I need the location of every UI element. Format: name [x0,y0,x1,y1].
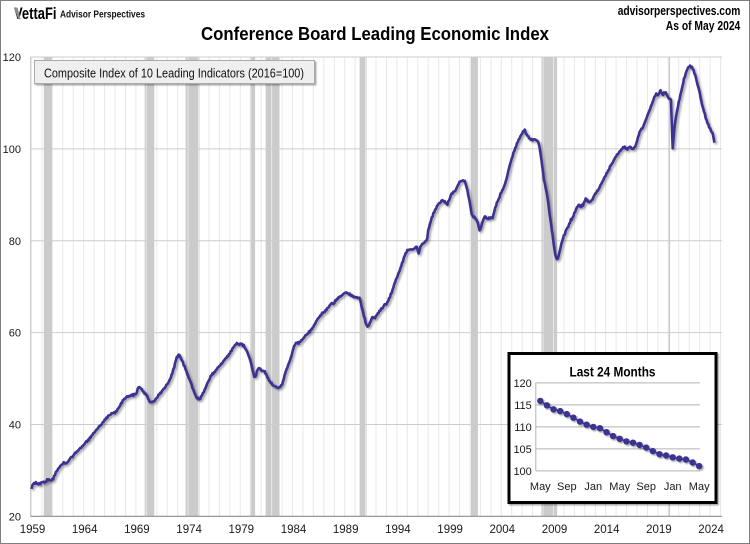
svg-text:60: 60 [9,328,21,340]
svg-text:120: 120 [513,378,531,390]
svg-text:Sep: Sep [557,481,577,493]
svg-text:1989: 1989 [333,524,359,536]
svg-text:1984: 1984 [281,524,307,536]
svg-text:As of May 2024: As of May 2024 [666,19,741,33]
svg-text:2004: 2004 [490,524,516,536]
svg-text:1964: 1964 [72,524,98,536]
svg-text:100: 100 [513,466,531,478]
svg-text:May: May [609,481,630,493]
svg-text:1974: 1974 [176,524,202,536]
svg-text:1969: 1969 [124,524,150,536]
svg-text:1994: 1994 [385,524,411,536]
svg-text:VettaFi: VettaFi [14,5,57,23]
svg-text:Sep: Sep [636,481,656,493]
svg-text:Last 24 Months: Last 24 Months [570,364,656,380]
svg-text:1959: 1959 [20,524,46,536]
svg-text:1999: 1999 [437,524,463,536]
svg-text:100: 100 [3,144,21,156]
svg-text:20: 20 [9,511,21,523]
svg-text:40: 40 [9,420,21,432]
svg-text:120: 120 [3,52,21,64]
svg-text:Composite Index of 10 Leading: Composite Index of 10 Leading Indicators… [44,66,304,80]
svg-text:Jan: Jan [584,481,602,493]
svg-text:1979: 1979 [229,524,255,536]
svg-text:Advisor Perspectives: Advisor Perspectives [60,10,145,21]
svg-text:115: 115 [514,400,532,412]
svg-text:2009: 2009 [542,524,568,536]
svg-text:2019: 2019 [646,524,672,536]
svg-text:105: 105 [513,444,531,456]
svg-text:advisorperspectives.com: advisorperspectives.com [618,4,741,18]
svg-text:80: 80 [9,236,21,248]
svg-text:May: May [530,481,551,493]
svg-text:Conference Board Leading Econo: Conference Board Leading Economic Index [201,23,550,44]
svg-text:2024: 2024 [698,524,724,536]
svg-text:Jan: Jan [664,481,682,493]
svg-text:110: 110 [514,422,532,434]
svg-text:May: May [689,481,710,493]
svg-text:2014: 2014 [594,524,620,536]
